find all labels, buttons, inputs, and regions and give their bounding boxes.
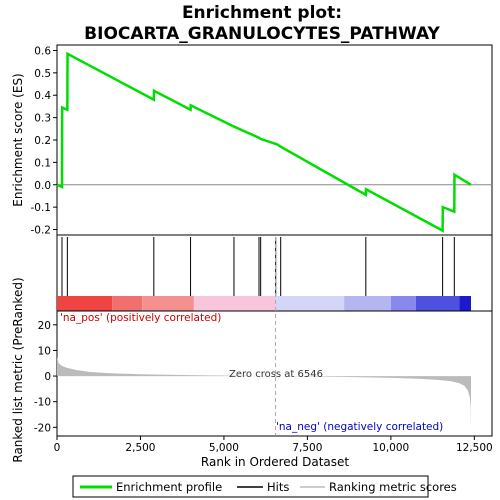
x-tick-label: 7,500 [292,442,322,454]
negative-correlation-label: 'na_neg' (negatively correlated) [276,421,443,433]
es-panel-frame [56,44,493,236]
band-segment [390,296,416,311]
x-axis-ticks: 0 2,500 5,000 7,500 10,000 12,500 [54,436,493,454]
legend: Enrichment profile Hits Ranking metric s… [72,475,457,498]
es-y-ticks: -0.2 -0.1 0.0 0.1 0.2 0.3 0.4 0.5 0.6 [31,45,57,237]
ranking-color-band [57,296,471,311]
x-tick-label: 2,500 [125,442,155,454]
chart-title-line-1: Enrichment plot: [182,3,342,23]
x-tick-label: 5,000 [209,442,239,454]
metric-y-axis-label: Ranked list metric (PreRanked) [11,277,25,462]
legend-enrichment-profile-label: Enrichment profile [116,480,222,494]
metric-panel: -20 -10 0 10 20 Zero cross at 6546 'na_pos' … [11,237,493,463]
band-segment [344,296,391,311]
enrichment-profile-line [56,51,472,233]
x-tick-label: 10,000 [372,442,409,454]
metric-y-ticks: -20 -10 0 10 20 [34,320,57,434]
es-y-tick-label: 0.3 [34,113,51,125]
es-y-axis-label: Enrichment score (ES) [11,73,25,206]
zero-cross-label: Zero cross at 6546 [229,369,323,380]
band-segment [275,296,345,311]
band-segment [459,296,471,311]
band-segment [112,296,143,311]
hits-panel [56,234,493,312]
band-segment [415,296,460,311]
es-y-tick-label: 0.2 [34,135,51,147]
band-segment [57,296,113,311]
es-y-tick-label: -0.2 [31,225,52,237]
es-y-tick-label: -0.1 [31,202,52,214]
metric-y-tick-label: -20 [34,422,51,434]
x-tick-label: 0 [54,442,61,454]
es-y-tick-label: 0.6 [34,45,51,57]
es-y-tick-label: 0.0 [34,180,51,192]
band-segment [142,296,194,311]
es-y-tick-label: 0.5 [34,68,51,80]
legend-ranking-metric-label: Ranking metric scores [329,480,457,494]
x-tick-label: 12,500 [456,442,493,454]
es-y-tick-label: 0.1 [34,157,51,169]
es-y-tick-label: 0.4 [34,90,51,102]
chart-title-line-2: BIOCARTA_GRANULOCYTES_PATHWAY [84,24,440,44]
ranking-metric-area [57,356,471,429]
x-axis-label: Rank in Ordered Dataset [201,455,349,469]
es-panel: -0.2 -0.1 0.0 0.1 0.2 0.3 0.4 0.5 0.6 Enrichment… [11,44,493,237]
metric-y-tick-label: 20 [38,320,51,332]
metric-y-tick-label: 10 [38,345,51,357]
metric-y-tick-label: 0 [44,371,51,383]
metric-y-tick-label: -10 [34,397,51,409]
band-segment [193,296,276,311]
positive-correlation-label: 'na_pos' (positively correlated) [60,312,221,324]
legend-hits-label: Hits [267,480,289,494]
